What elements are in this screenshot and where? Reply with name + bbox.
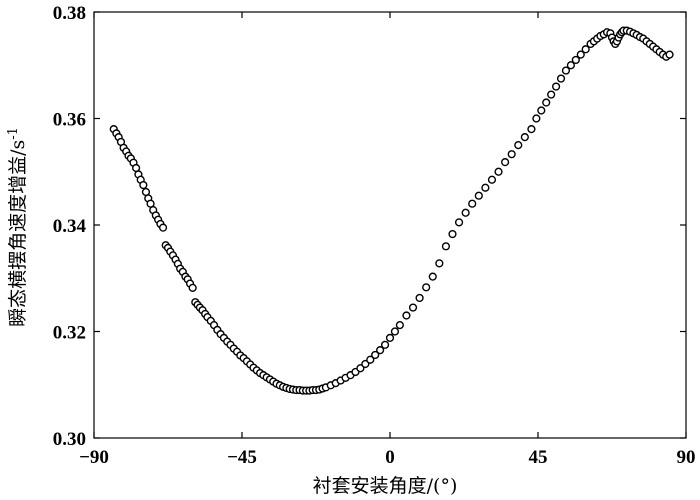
data-point [537,106,546,115]
data-point [361,359,370,369]
data-point [547,90,556,99]
data-point [376,346,385,355]
data-point [441,242,451,251]
data-point [380,340,390,349]
data-point [556,74,566,83]
y-tick-label: 0.30 [53,429,86,450]
data-point [454,218,464,227]
data-point [566,61,575,70]
data-point [395,321,404,330]
data-point [415,293,424,303]
data-point [385,333,395,342]
data-point [532,114,541,123]
tick-labels: −90 −45 0 45 90 0.30 0.32 0.34 0.36 0.38 [53,3,696,468]
data-point [461,208,470,217]
y-tick-label: 0.34 [53,216,87,237]
axes [93,11,687,439]
x-axis-label: 衬套安装角度/(°) [313,475,458,497]
x-tick-label: −90 [79,447,109,468]
data-point [371,350,380,360]
x-tick-label: 45 [529,447,548,468]
data-point [435,259,444,268]
plot-area [109,26,674,395]
data-point [551,82,561,91]
y-tick-label: 0.32 [53,323,86,344]
data-point [139,180,148,190]
data-point [408,303,418,312]
data-point [481,183,490,192]
plot-frame [93,11,687,439]
y-axis-label-text: 瞬态横摆角速度增益/s [7,140,29,327]
data-point [428,272,437,281]
data-point [561,66,571,75]
data-point [571,55,580,65]
data-point [665,50,674,59]
data-point [468,199,477,208]
data-point [576,50,585,59]
data-point [448,229,457,239]
data-point [581,45,590,54]
x-tick-label: 90 [677,447,696,468]
x-tick-label: 0 [385,447,395,468]
data-point [494,167,503,176]
data-point [507,150,516,159]
data-point [366,355,375,364]
y-tick-label: 0.38 [53,3,86,24]
y-axis-label-superscript: -1 [6,127,21,140]
data-point [501,158,510,167]
y-axis-label: 瞬态横摆角速度增益/s-1 [6,127,29,327]
data-point [422,283,431,292]
data-point [188,283,197,292]
x-tick-label: −45 [227,447,257,468]
data-point [402,311,411,320]
data-point [542,98,551,107]
y-tick-label: 0.36 [53,110,86,131]
data-point [158,223,168,232]
data-point [356,364,365,373]
data-point [527,125,536,134]
data-point [474,191,483,200]
data-point [487,175,497,184]
data-point [390,327,400,336]
data-point [514,141,523,150]
data-point [520,133,529,142]
